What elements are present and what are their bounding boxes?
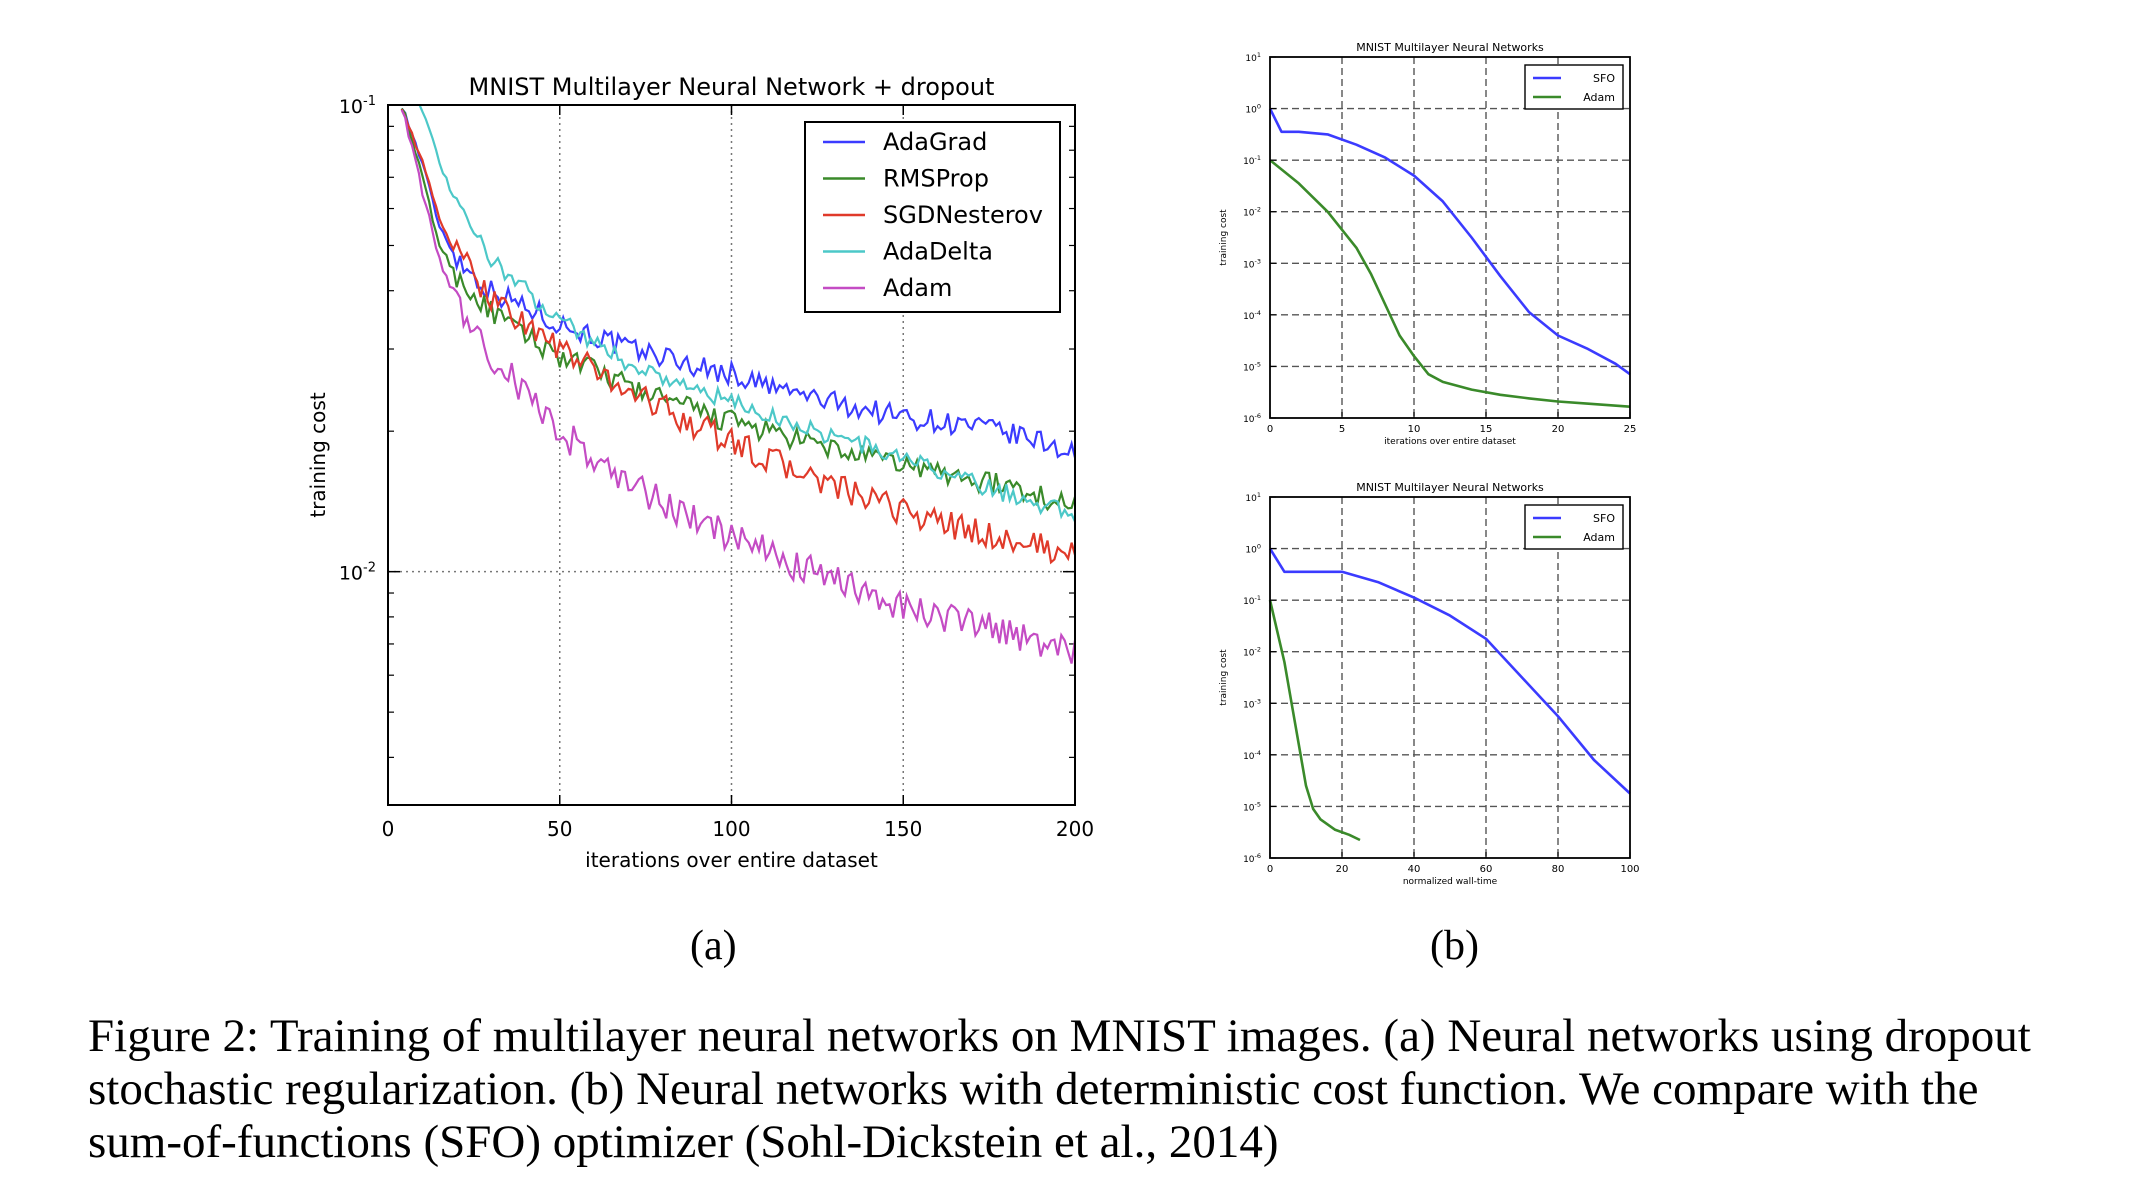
- chart-a-series-adagrad: [400, 107, 1075, 459]
- chart-a-legend-label: Adam: [883, 274, 952, 302]
- chart-b2-series-sfo: [1268, 547, 1631, 795]
- chart-b1-ytick-label: 10-1: [1243, 154, 1261, 167]
- chart-b1-ylabel: training cost: [1219, 209, 1229, 266]
- chart-b1-ytick-label: 10-6: [1243, 412, 1261, 425]
- chart-a-series-rmsprop: [400, 107, 1075, 512]
- chart-a-xlabel: iterations over entire dataset: [585, 848, 878, 872]
- chart-a-xtick-label: 100: [712, 817, 750, 841]
- chart-b2-xlabel: normalized wall-time: [1403, 877, 1498, 887]
- chart-b2-ytick-label: 10-2: [1243, 646, 1261, 659]
- chart-b2-ytick-label: 10-3: [1243, 697, 1261, 710]
- chart-a-xtick-label: 50: [547, 817, 572, 841]
- chart-a-ytick-label: 10-2: [339, 561, 376, 585]
- chart-a-series-sgdnesterov: [400, 108, 1075, 565]
- chart-b1-title: MNIST Multilayer Neural Networks: [1356, 41, 1544, 54]
- chart-b1-ytick-label: 10-4: [1243, 309, 1261, 322]
- chart-a-ytick-label: 10-1: [339, 94, 376, 118]
- chart-b1-xtick-label: 5: [1339, 424, 1345, 435]
- chart-b2-ytick-label: 100: [1245, 543, 1261, 556]
- chart-b1-legend-label: SFO: [1593, 72, 1615, 85]
- chart-b2-legend-label: Adam: [1583, 531, 1615, 544]
- chart-b1-ytick-label: 101: [1245, 51, 1261, 64]
- chart-a-series-adam: [400, 109, 1075, 664]
- chart-b2-ytick-label: 10-1: [1243, 594, 1261, 607]
- chart-b1-xtick-label: 20: [1552, 424, 1565, 435]
- chart-b2-xtick-label: 40: [1408, 864, 1421, 875]
- chart-a-xtick-label: 0: [382, 817, 395, 841]
- chart-b1: 0 5 10 15 20 25 101 100 10-1 10-2 10-3 10-4 10-5 10-6…: [1219, 41, 1636, 447]
- chart-b1-plot-frame: [1269, 56, 1631, 419]
- chart-b2-title: MNIST Multilayer Neural Networks: [1356, 481, 1544, 494]
- chart-a: 0 50 100 150 200 10-1 10-2 MNIST Multilayer Neu…: [306, 73, 1094, 872]
- chart-a-ylabel: training cost: [306, 392, 330, 517]
- chart-b1-xtick-label: 25: [1624, 424, 1637, 435]
- chart-a-series-adadelta: [418, 105, 1075, 523]
- chart-b2-xtick-label: 0: [1267, 864, 1273, 875]
- chart-a-legend-label: AdaGrad: [883, 128, 987, 156]
- chart-b1-ytick-label: 10-5: [1243, 360, 1261, 373]
- chart-b1-xtick-label: 10: [1408, 424, 1421, 435]
- chart-a-title: MNIST Multilayer Neural Network + dropou…: [469, 73, 995, 101]
- chart-b1-legend: [1524, 64, 1624, 110]
- sublabel-b: (b): [1430, 923, 1479, 969]
- chart-a-series-group: [400, 105, 1075, 664]
- chart-a-xtick-label: 200: [1056, 817, 1094, 841]
- chart-b2-xtick-label: 100: [1620, 864, 1639, 875]
- chart-a-legend: [804, 121, 1061, 313]
- chart-b2-plot-frame: [1269, 496, 1631, 859]
- chart-b1-ytick-label: 10-3: [1243, 257, 1261, 270]
- chart-b2-xtick-label: 80: [1552, 864, 1565, 875]
- chart-b1-legend-label: Adam: [1583, 91, 1615, 104]
- chart-b1-xtick-label: 0: [1267, 424, 1273, 435]
- chart-b2-ylabel: training cost: [1219, 649, 1229, 706]
- chart-b2-legend: [1524, 504, 1624, 550]
- chart-a-xtick-label: 150: [884, 817, 922, 841]
- chart-a-legend-label: AdaDelta: [883, 238, 993, 266]
- chart-b2-xtick-label: 60: [1480, 864, 1493, 875]
- chart-b2-xtick-label: 20: [1336, 864, 1349, 875]
- chart-b2-ytick-label: 101: [1245, 491, 1261, 504]
- chart-a-legend-label: SGDNesterov: [883, 201, 1043, 229]
- chart-b1-xtick-label: 15: [1480, 424, 1493, 435]
- chart-b2-ytick-label: 10-5: [1243, 800, 1261, 813]
- chart-b1-series-adam: [1269, 159, 1631, 408]
- chart-b1-ytick-label: 100: [1245, 103, 1261, 116]
- chart-b2: 0 20 40 60 80 100 101 100 10-1 10-2 10-3 10-4 10-5 10…: [1219, 481, 1640, 887]
- sublabel-a: (a): [690, 923, 737, 969]
- chart-b2-ytick-label: 10-6: [1243, 852, 1261, 865]
- chart-b2-ytick-label: 10-4: [1243, 749, 1261, 762]
- chart-b1-series-sfo: [1268, 108, 1631, 376]
- chart-a-legend-label: RMSProp: [883, 165, 989, 193]
- chart-b1-xlabel: iterations over entire dataset: [1384, 437, 1516, 447]
- chart-b2-series-adam: [1268, 599, 1361, 842]
- chart-b1-ytick-label: 10-2: [1243, 206, 1261, 219]
- figure-caption: Figure 2: Training of multilayer neural …: [88, 1010, 2031, 1168]
- chart-b2-legend-label: SFO: [1593, 512, 1615, 525]
